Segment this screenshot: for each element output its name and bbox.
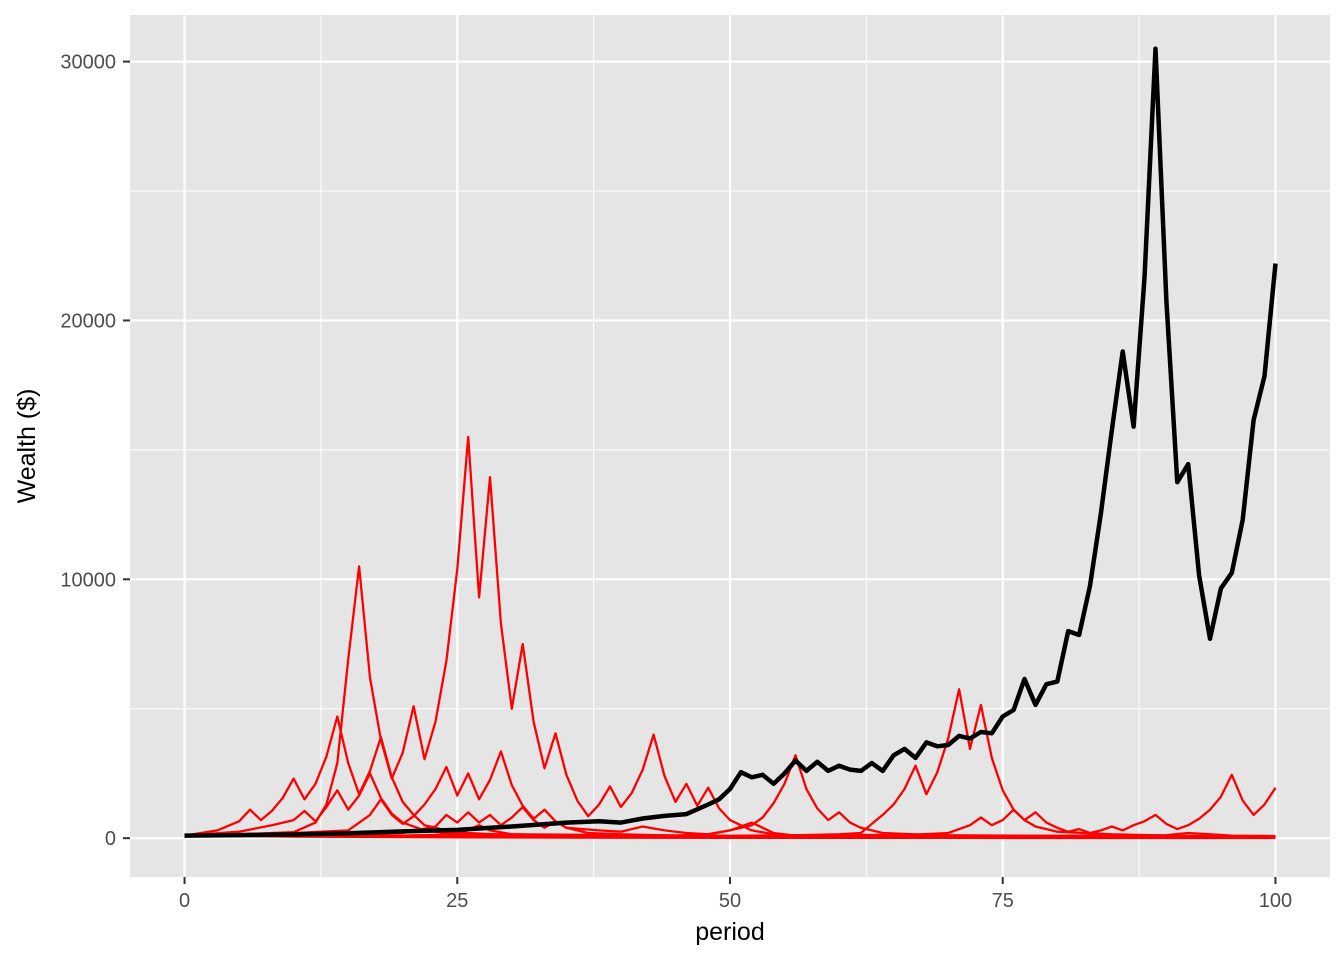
- x-tick-label: 25: [446, 890, 468, 912]
- x-tick-label: 0: [179, 890, 190, 912]
- mean-series-line: [184, 46, 1278, 838]
- x-tick-label: 100: [1259, 890, 1292, 912]
- y-axis-title: Wealth ($): [13, 389, 41, 504]
- y-tick-label: 30000: [60, 52, 116, 74]
- individual-series-line: [184, 750, 1276, 839]
- y-tick-label: 20000: [60, 310, 116, 332]
- individual-series-line: [184, 773, 1277, 838]
- x-axis: 0 25 50 75 100: [179, 877, 1292, 912]
- x-tick-label: 75: [992, 890, 1014, 912]
- y-tick-label: 0: [105, 828, 116, 850]
- individual-series-line: [184, 754, 1276, 839]
- y-axis: 0 10000 20000 30000: [60, 52, 130, 850]
- individual-series-line: [184, 435, 1276, 839]
- x-tick-label: 50: [719, 890, 741, 912]
- series-layer: [184, 46, 1278, 840]
- individual-series-line: [184, 831, 1276, 838]
- y-tick-label: 10000: [60, 569, 116, 591]
- individual-series-line: [184, 834, 1276, 840]
- major-gridlines: [130, 15, 1330, 877]
- x-axis-title: period: [695, 918, 765, 946]
